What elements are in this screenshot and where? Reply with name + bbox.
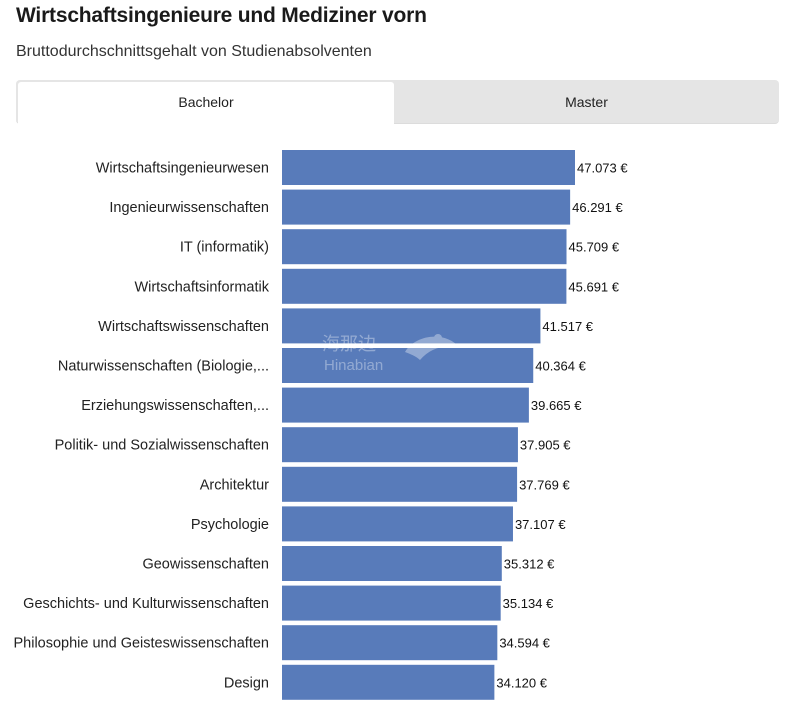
category-label: Philosophie und Geisteswissenschaften xyxy=(13,636,269,652)
value-label: 45.709 € xyxy=(569,240,620,255)
bar[interactable] xyxy=(282,466,518,502)
page-title: Wirtschaftsingenieure und Mediziner vorn xyxy=(16,4,427,27)
value-label: 37.905 € xyxy=(520,438,571,453)
category-label: Psychologie xyxy=(191,517,269,533)
tab-bar: Bachelor Master xyxy=(16,80,779,124)
tab-bachelor[interactable]: Bachelor xyxy=(18,82,394,124)
category-label: Architektur xyxy=(200,477,269,493)
category-label: Politik- und Sozialwissenschaften xyxy=(55,438,269,454)
bar[interactable] xyxy=(282,308,541,344)
value-label: 34.594 € xyxy=(499,636,550,651)
bar[interactable] xyxy=(282,625,498,661)
value-label: 41.517 € xyxy=(542,319,593,334)
bar[interactable] xyxy=(282,506,513,542)
category-label: Wirtschaftswissenschaften xyxy=(98,319,269,335)
value-label: 40.364 € xyxy=(535,359,586,374)
bar[interactable] xyxy=(282,150,575,185)
tab-master[interactable]: Master xyxy=(565,94,608,110)
page-subtitle: Bruttodurchschnittsgehalt von Studienabs… xyxy=(16,43,372,60)
value-label: 47.073 € xyxy=(577,161,628,176)
value-label: 34.120 € xyxy=(496,675,547,690)
value-label: 39.665 € xyxy=(531,398,582,413)
category-label: Wirtschaftsingenieurwesen xyxy=(96,161,269,177)
value-label: 35.312 € xyxy=(504,557,555,572)
salary-bar-chart: Wirtschaftsingenieurwesen 47.073 € Ingenie… xyxy=(13,150,628,700)
category-label: Naturwissenschaften (Biologie,... xyxy=(58,359,269,375)
bar[interactable] xyxy=(282,387,529,423)
bar[interactable] xyxy=(282,427,518,463)
bar[interactable] xyxy=(282,189,571,225)
value-label: 45.691 € xyxy=(568,279,619,294)
category-label: Geschichts- und Kulturwissenschaften xyxy=(23,596,269,612)
bar[interactable] xyxy=(282,268,567,304)
category-label: IT (informatik) xyxy=(180,240,269,256)
value-label: 35.134 € xyxy=(503,596,554,611)
category-label: Ingenieurwissenschaften xyxy=(109,200,269,216)
value-label: 37.769 € xyxy=(519,477,570,492)
bar[interactable] xyxy=(282,664,495,700)
bar[interactable] xyxy=(282,229,567,265)
value-label: 46.291 € xyxy=(572,200,623,215)
category-label: Erziehungswissenschaften,... xyxy=(81,398,269,414)
bar[interactable] xyxy=(282,546,502,581)
bar[interactable] xyxy=(282,348,534,383)
category-label: Design xyxy=(224,675,269,691)
bar[interactable] xyxy=(282,585,501,621)
category-label: Geowissenschaften xyxy=(142,557,269,573)
category-label: Wirtschaftsinformatik xyxy=(134,279,269,295)
value-label: 37.107 € xyxy=(515,517,566,532)
